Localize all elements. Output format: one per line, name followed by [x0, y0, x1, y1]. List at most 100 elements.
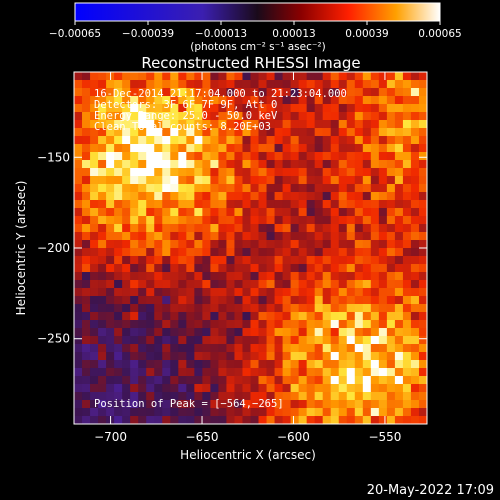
heatmap-cell	[74, 336, 83, 345]
heatmap-cell	[346, 280, 356, 289]
heatmap-cell	[194, 344, 203, 353]
heatmap-cell	[82, 288, 91, 297]
heatmap-cell	[122, 392, 131, 401]
heatmap-cell	[394, 408, 404, 417]
heatmap-cell	[138, 336, 147, 345]
heatmap-cell	[130, 240, 139, 249]
heatmap-cell	[98, 288, 107, 297]
heatmap-cell	[346, 168, 356, 177]
heatmap-cell	[162, 376, 171, 385]
heatmap-cell	[162, 120, 171, 129]
heatmap-cell	[298, 360, 308, 369]
heatmap-cell	[74, 312, 83, 321]
heatmap-cell	[330, 152, 340, 161]
heatmap-cell	[90, 392, 99, 401]
heatmap-cell	[186, 232, 195, 241]
heatmap-cell	[250, 72, 259, 81]
heatmap-cell	[122, 320, 131, 329]
heatmap-cell	[346, 232, 356, 241]
heatmap-cell	[362, 104, 372, 113]
heatmap-cell	[370, 232, 380, 241]
heatmap-cell	[242, 408, 251, 417]
heatmap-cell	[402, 328, 412, 337]
heatmap-cell	[306, 312, 316, 321]
heatmap-cell	[186, 312, 195, 321]
heatmap-cell	[146, 392, 155, 401]
heatmap-cell	[234, 168, 243, 177]
heatmap-cell	[122, 312, 131, 321]
heatmap-cell	[106, 232, 115, 241]
heatmap-cell	[114, 208, 123, 217]
heatmap-cell	[218, 136, 227, 145]
heatmap-cell	[258, 160, 267, 169]
heatmap-cell	[330, 168, 340, 177]
heatmap-cell	[354, 344, 364, 353]
heatmap-cell	[130, 144, 139, 153]
heatmap-cell	[418, 384, 427, 393]
heatmap-cell	[266, 104, 275, 113]
heatmap-cell	[370, 120, 380, 129]
heatmap-cell	[346, 184, 356, 193]
heatmap-cell	[162, 416, 171, 424]
heatmap-cell	[202, 192, 211, 201]
heatmap-cell	[346, 408, 356, 417]
heatmap-cell	[122, 248, 131, 257]
heatmap-cell	[98, 336, 107, 345]
heatmap-cell	[138, 208, 147, 217]
heatmap-cell	[162, 96, 171, 105]
heatmap-cell	[370, 376, 380, 385]
heatmap-cell	[314, 360, 324, 369]
x-tick-label: −700	[94, 430, 127, 444]
heatmap-cell	[282, 216, 292, 225]
heatmap-cell	[130, 304, 139, 313]
heatmap-cell	[346, 200, 356, 209]
heatmap-cell	[202, 296, 211, 305]
heatmap-cell	[322, 384, 332, 393]
heatmap-cell	[138, 304, 147, 313]
heatmap-cell	[258, 320, 267, 329]
heatmap-cell	[250, 136, 259, 145]
heatmap-cell	[274, 192, 283, 201]
heatmap-cell	[378, 216, 388, 225]
heatmap-cell	[82, 352, 91, 361]
heatmap-cell	[210, 96, 219, 105]
heatmap-cell	[386, 376, 396, 385]
heatmap-cell	[218, 240, 227, 249]
heatmap-cell	[298, 224, 308, 233]
heatmap-cell	[298, 176, 308, 185]
heatmap-cell	[362, 416, 372, 424]
colorbar-tick-label: −0.00065	[49, 28, 101, 40]
heatmap-cell	[234, 104, 243, 113]
heatmap-cell	[242, 192, 251, 201]
heatmap-cell	[330, 72, 340, 81]
heatmap-cell	[130, 200, 139, 209]
heatmap-cell	[194, 176, 203, 185]
heatmap-cell	[354, 360, 364, 369]
heatmap-cell	[362, 288, 372, 297]
heatmap-cell	[178, 352, 187, 361]
heatmap-cell	[130, 352, 139, 361]
heatmap-cell	[114, 336, 123, 345]
heatmap-cell	[130, 272, 139, 281]
heatmap-cell	[218, 368, 227, 377]
heatmap-cell	[170, 256, 179, 265]
heatmap-cell	[282, 328, 292, 337]
heatmap-cell	[378, 104, 388, 113]
heatmap-cell	[402, 288, 412, 297]
heatmap-cell	[162, 256, 171, 265]
heatmap-cell	[330, 312, 340, 321]
heatmap-cell	[418, 112, 427, 121]
heatmap-cell	[330, 352, 340, 361]
heatmap-cell	[170, 128, 179, 137]
heatmap-cell	[146, 272, 155, 281]
heatmap-cell	[74, 96, 83, 105]
heatmap-cell	[82, 376, 91, 385]
heatmap-cell	[354, 224, 364, 233]
heatmap-cell	[394, 400, 404, 409]
heatmap-cell	[410, 264, 420, 273]
heatmap-cell	[218, 248, 227, 257]
heatmap-cell	[322, 416, 332, 424]
heatmap-cell	[314, 344, 324, 353]
heatmap-cell	[162, 112, 171, 121]
heatmap-cell	[250, 344, 259, 353]
